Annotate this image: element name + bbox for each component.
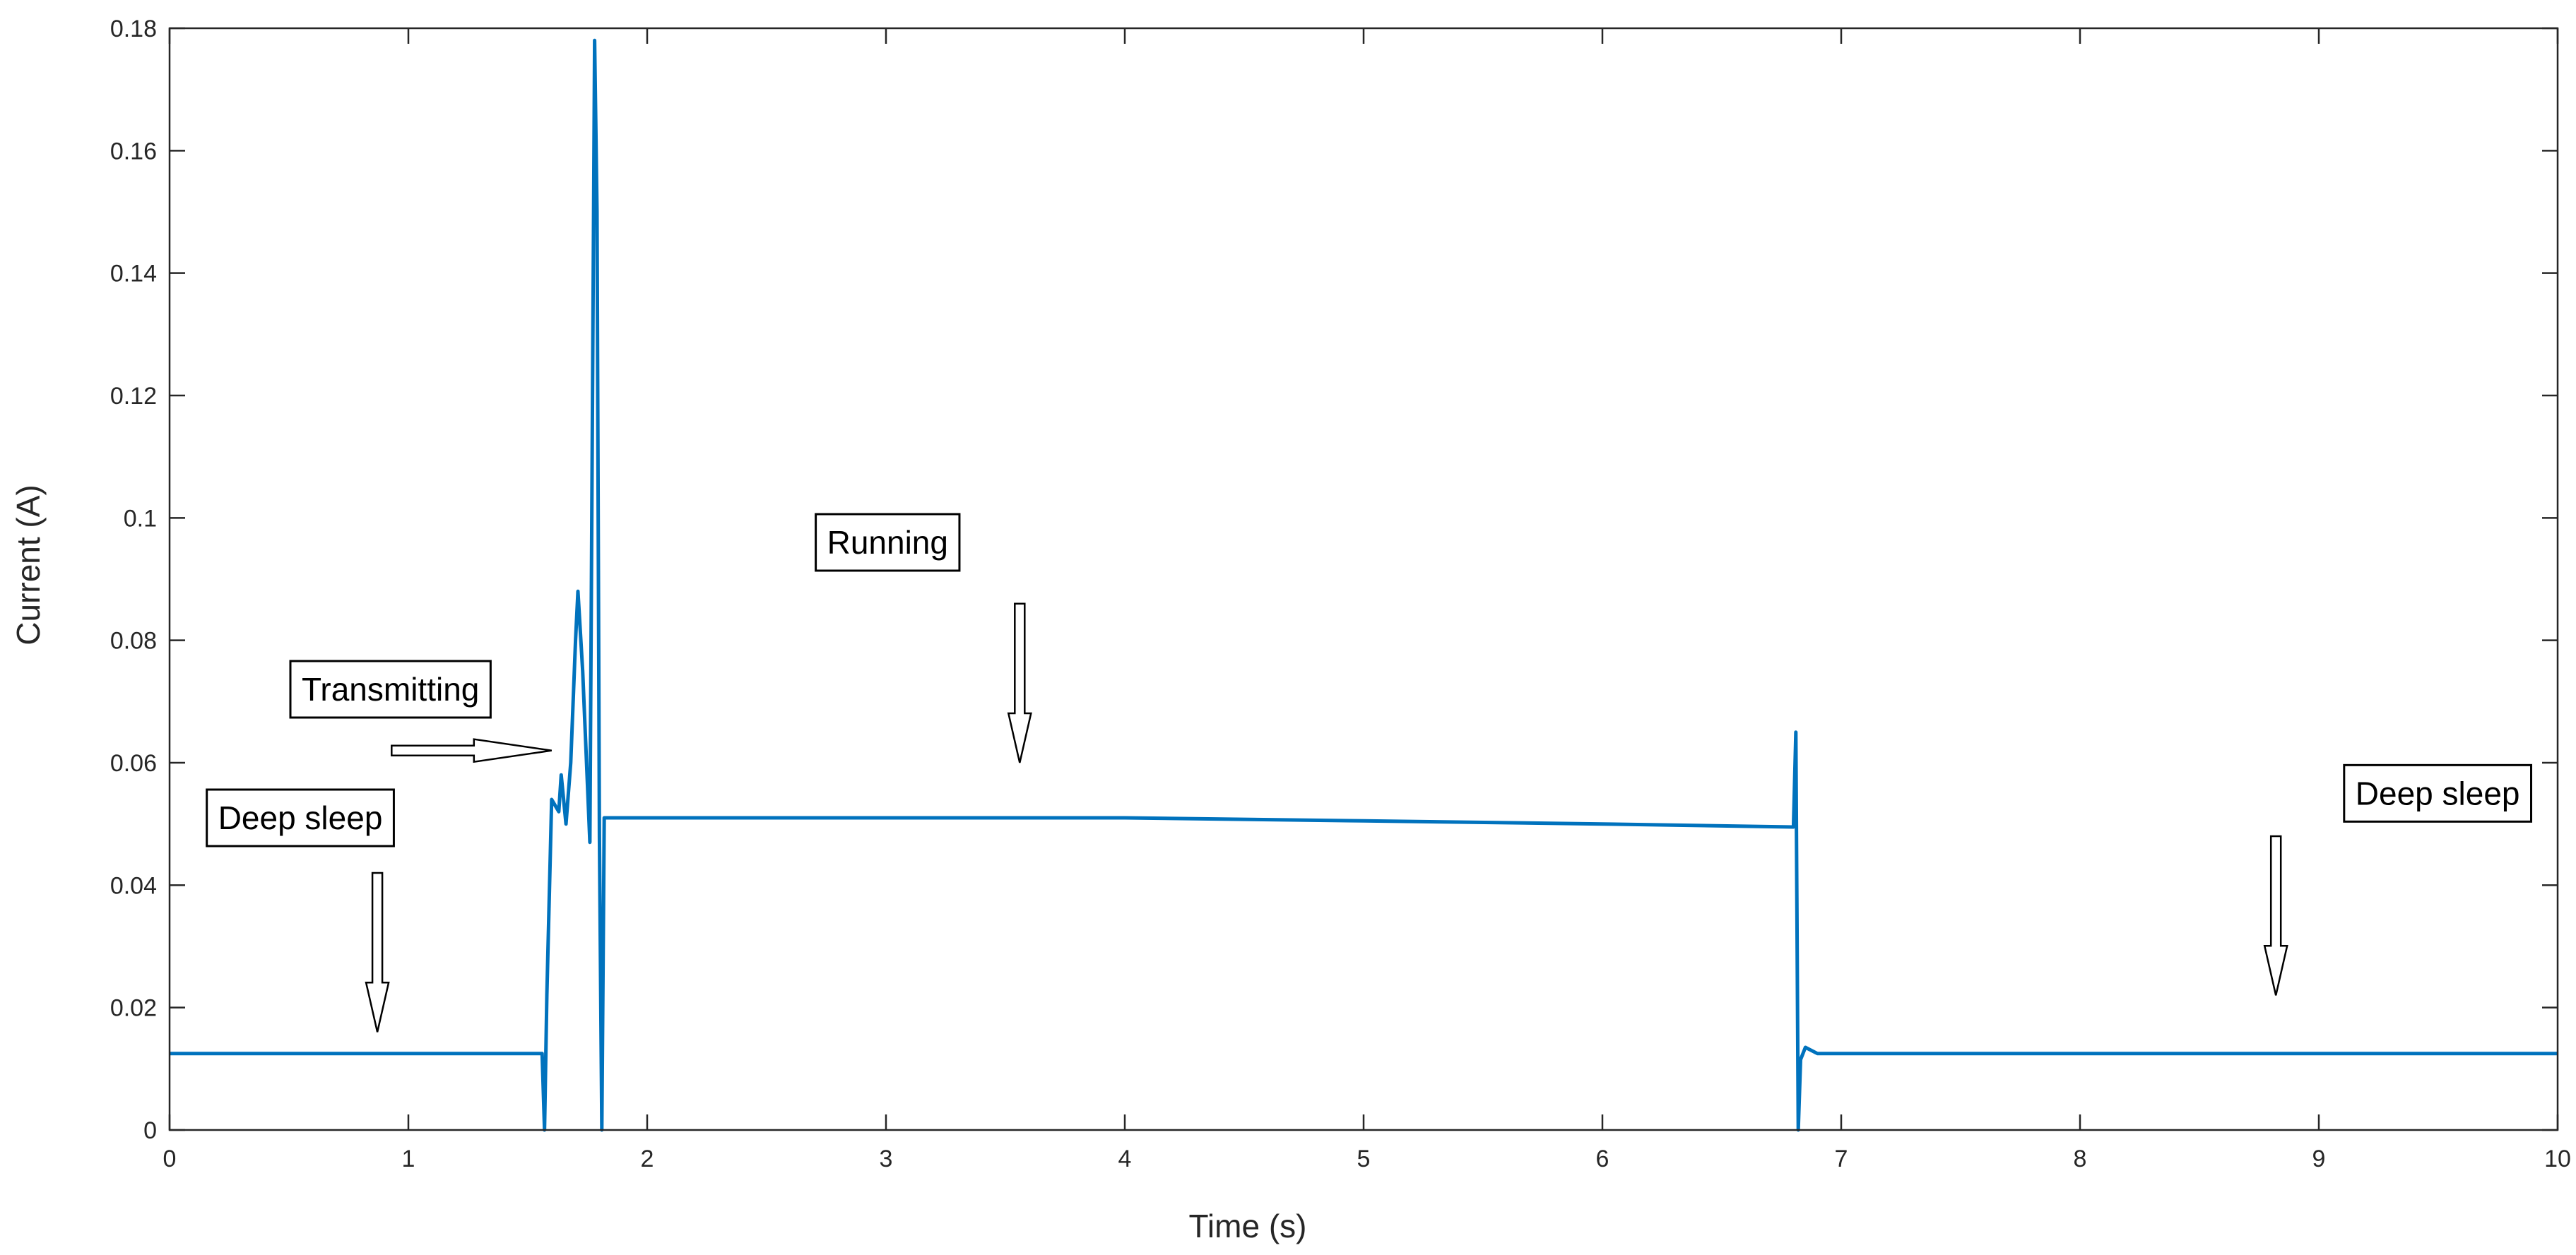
annotation-3: Deep sleep (2263, 763, 2533, 996)
y-tick-label-7: 0.14 (110, 261, 157, 287)
x-tick-label-4: 4 (1118, 1146, 1132, 1172)
y-tick-label-3: 0.06 (110, 750, 157, 777)
down-arrow-icon (1007, 602, 1032, 763)
y-tick-label-5: 0.1 (124, 505, 157, 532)
y-tick-label-4: 0.08 (110, 628, 157, 655)
annotation-box-3 (2343, 763, 2533, 823)
x-tick-label-1: 1 (402, 1146, 415, 1172)
annotation-label-1: Transmitting (302, 671, 479, 708)
annotation-box-1 (289, 660, 492, 719)
annotation-box-2 (815, 513, 961, 572)
x-tick-label-10: 10 (2544, 1146, 2571, 1172)
annotation-label-2: Running (827, 524, 948, 561)
down-arrow-icon (2263, 835, 2288, 996)
annotation-box-0 (206, 788, 395, 847)
axes-layer: 0 1 2 3 4 5 6 7 8 9 10 0 0.02 0.04 0.06 0.08 0.1 0.12 0.14… (110, 16, 2571, 1172)
x-tick-label-3: 3 (880, 1146, 893, 1172)
annotation-1: Transmitting (289, 660, 552, 763)
y-tick-label-0: 0 (143, 1117, 157, 1144)
plot-area (170, 28, 2558, 1130)
x-tick-label-8: 8 (2074, 1146, 2087, 1172)
x-axis-label: Time (s) (1189, 1208, 1307, 1244)
x-tick-label-2: 2 (641, 1146, 654, 1172)
x-tick-label-5: 5 (1357, 1146, 1371, 1172)
annotation-0: Deep sleep (206, 788, 395, 1033)
y-tick-label-1: 0.02 (110, 995, 157, 1022)
y-tick-label-6: 0.12 (110, 383, 157, 410)
plot-background (170, 28, 2558, 1130)
y-tick-label-8: 0.16 (110, 138, 157, 165)
right-arrow-icon (391, 738, 552, 763)
x-tick-label-7: 7 (1835, 1146, 1848, 1172)
annotation-2: Running (815, 513, 1032, 763)
x-tick-label-0: 0 (163, 1146, 177, 1172)
y-axis-label: Current (A) (10, 484, 47, 645)
annotation-label-0: Deep sleep (218, 799, 383, 836)
annotation-layer: Deep sleep Transmitting Running Deep sleep (206, 513, 2533, 1033)
down-arrow-icon (365, 872, 390, 1033)
y-tick-label-2: 0.04 (110, 872, 157, 899)
x-tick-label-9: 9 (2312, 1146, 2326, 1172)
y-tick-label-9: 0.18 (110, 16, 157, 42)
annotation-label-3: Deep sleep (2356, 775, 2520, 811)
x-tick-label-6: 6 (1596, 1146, 1609, 1172)
